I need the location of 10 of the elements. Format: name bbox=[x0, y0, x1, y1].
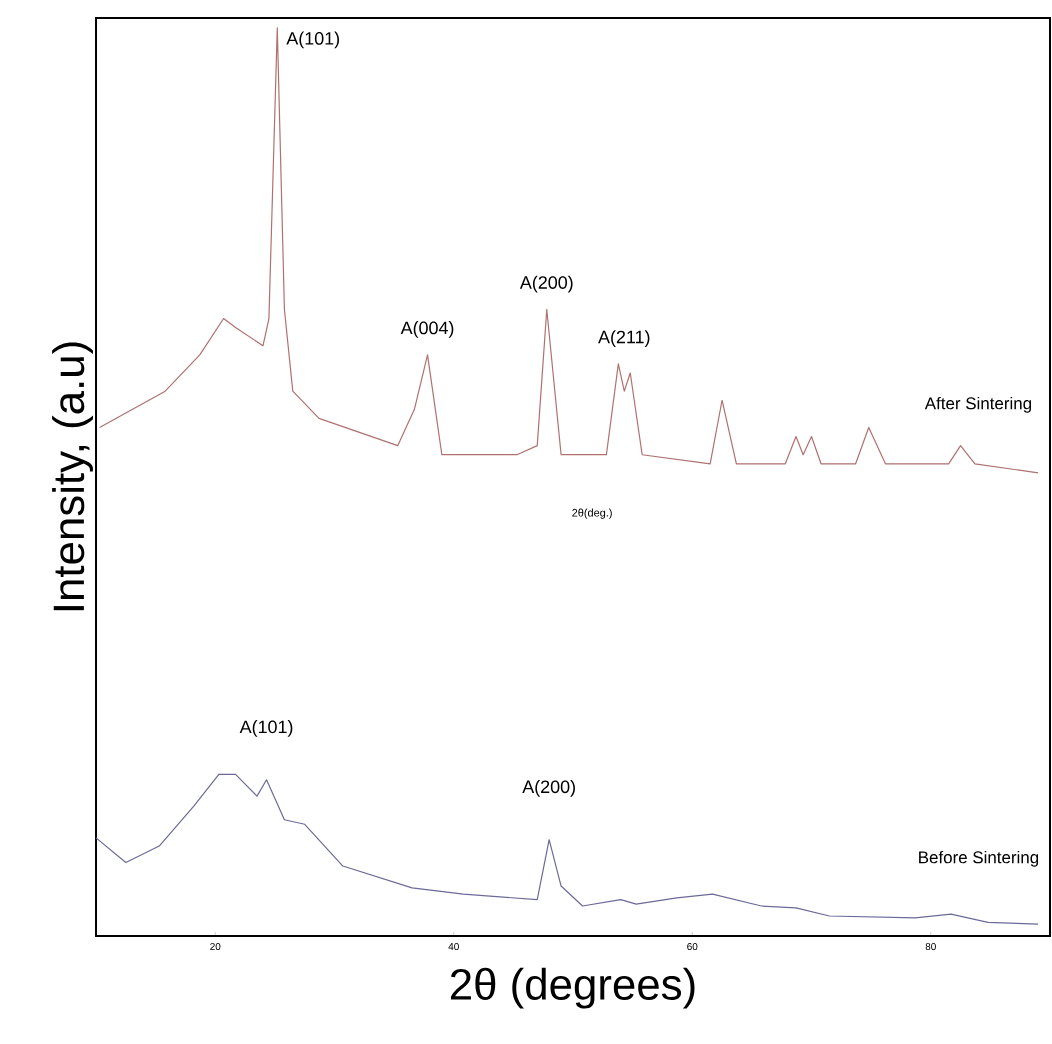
annotation: A(211) bbox=[598, 330, 650, 347]
x-axis-title: 2θ (degrees) bbox=[450, 967, 695, 1009]
y-axis-title: Intensity, (a.u) bbox=[52, 342, 93, 611]
text: After Sintering bbox=[924, 396, 1032, 413]
annotation: A(004) bbox=[400, 321, 454, 338]
annotation: A(101) bbox=[239, 720, 293, 737]
text: Before Sintering bbox=[919, 850, 1039, 867]
annotation: A(200) bbox=[519, 275, 573, 293]
annotation: A(101) bbox=[286, 31, 340, 49]
annotation: A(200) bbox=[522, 779, 575, 797]
